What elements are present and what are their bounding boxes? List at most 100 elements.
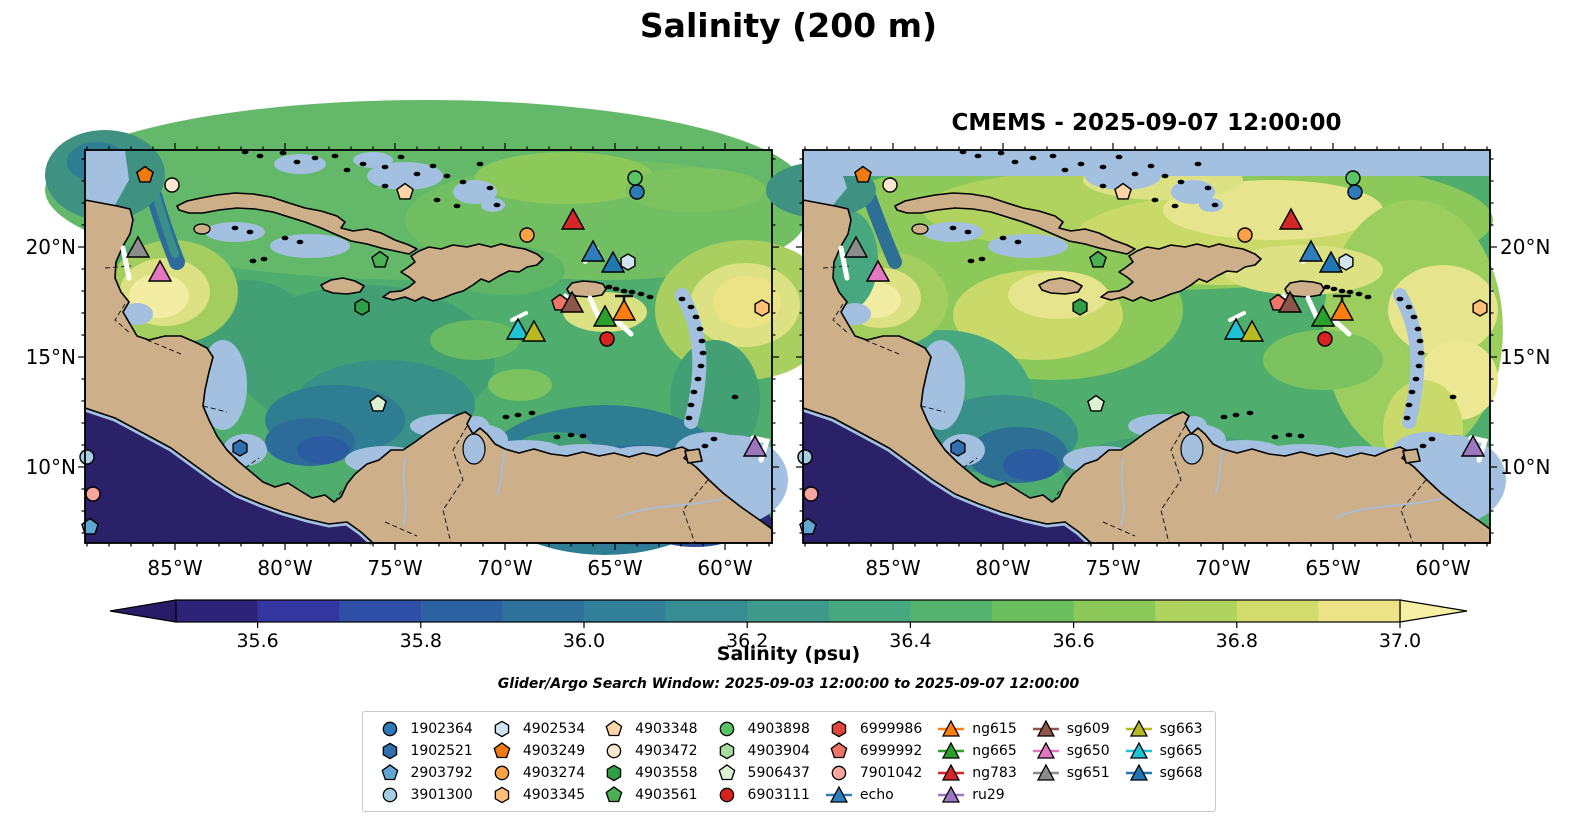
- figure-title: Salinity (200 m): [639, 6, 938, 45]
- marker-1902521-cmems[interactable]: [950, 439, 966, 457]
- legend-label: sg650: [1066, 742, 1110, 759]
- glider-marker-icon: [1032, 719, 1059, 737]
- cuba-island: [894, 192, 1136, 255]
- glider-marker-icon: [1032, 741, 1059, 759]
- marker-sg651-cmems[interactable]: [843, 235, 869, 258]
- legend-label: sg665: [1159, 742, 1203, 759]
- legend-item-4903348: 4903348: [599, 718, 698, 739]
- legend-label: 4903561: [635, 786, 698, 803]
- float-marker-icon: [831, 765, 847, 780]
- marker-3901300-rtofs[interactable]: [79, 449, 95, 465]
- float-marker-icon: [718, 763, 736, 780]
- glider-marker-icon: [1125, 719, 1152, 737]
- marker-sg650-cmems[interactable]: [865, 259, 891, 282]
- marker-sg650-rtofs[interactable]: [147, 259, 173, 282]
- marker-3901300-cmems[interactable]: [797, 449, 813, 465]
- legend-label: 6999986: [859, 720, 923, 737]
- marker-7901042-cmems[interactable]: [803, 486, 819, 502]
- legend-item-4903274: 4903274: [487, 762, 585, 783]
- marker-sg609-rtofs[interactable]: [559, 290, 585, 313]
- glider-marker-icon: [938, 741, 965, 759]
- legend-item-sg663: sg663: [1124, 718, 1203, 739]
- legend-item-ng783: ng783: [936, 762, 1017, 783]
- marker-1902364-rtofs[interactable]: [629, 184, 645, 200]
- trinidad-island: [1402, 448, 1421, 464]
- marker-4902534-cmems[interactable]: [1338, 253, 1354, 271]
- marker-6903111-cmems[interactable]: [1317, 331, 1333, 347]
- map-rtofs[interactable]: [45, 100, 835, 555]
- marker-4903345-rtofs[interactable]: [754, 299, 770, 317]
- marker-2903792-cmems[interactable]: [799, 517, 817, 535]
- map-cmems[interactable]: [766, 143, 1506, 550]
- legend-item-6999992: 6999992: [824, 740, 922, 761]
- marker-1902364-cmems[interactable]: [1347, 184, 1363, 200]
- lon-tick-label: 85°W: [865, 556, 921, 580]
- marker-6903111-rtofs[interactable]: [599, 331, 615, 347]
- legend-label: 4903274: [522, 764, 586, 781]
- marker-4903898-rtofs[interactable]: [627, 170, 643, 186]
- marker-sg668-rtofs[interactable]: [600, 250, 626, 273]
- marker-sg668-cmems[interactable]: [1318, 250, 1344, 273]
- marker-ru29-rtofs[interactable]: [742, 434, 768, 457]
- marker-ng783-rtofs[interactable]: [560, 207, 586, 230]
- lon-tick-label: 75°W: [1085, 556, 1141, 580]
- legend-label: 4902534: [522, 720, 586, 737]
- marker-4902534-rtofs[interactable]: [620, 253, 636, 271]
- marker-ng665-rtofs[interactable]: [592, 304, 618, 327]
- float-marker-icon: [605, 719, 623, 736]
- glider-marker-icon: [1125, 741, 1152, 759]
- legend-item-1902521: 1902521: [374, 740, 473, 761]
- marker-sg665-cmems[interactable]: [1223, 317, 1249, 340]
- legend-item-4903561: 4903561: [599, 784, 698, 805]
- marker-echo-cmems[interactable]: [1298, 239, 1324, 262]
- float-marker-icon: [494, 765, 510, 780]
- legend-item-7901042: 7901042: [824, 762, 922, 783]
- marker-4903898-cmems[interactable]: [1345, 170, 1361, 186]
- marker-4903561-rtofs[interactable]: [371, 250, 389, 268]
- marker-4903558-rtofs[interactable]: [354, 298, 370, 316]
- marker-5906437-cmems[interactable]: [1087, 394, 1105, 412]
- marker-4903249-rtofs[interactable]: [136, 165, 154, 183]
- float-marker-icon: [494, 720, 510, 737]
- marker-7901042-rtofs[interactable]: [85, 486, 101, 502]
- marker-4903274-rtofs[interactable]: [519, 227, 535, 243]
- marker-ng615-cmems[interactable]: [1329, 298, 1355, 321]
- marker-4903472-rtofs[interactable]: [164, 177, 180, 193]
- marker-4903345-cmems[interactable]: [1472, 299, 1488, 317]
- marker-ru29-cmems[interactable]: [1460, 434, 1486, 457]
- marker-sg609-cmems[interactable]: [1277, 290, 1303, 313]
- cuba-island: [176, 192, 418, 255]
- legend-label: 4903558: [635, 764, 698, 781]
- marker-ng783-cmems[interactable]: [1278, 207, 1304, 230]
- marker-2903792-rtofs[interactable]: [81, 517, 99, 535]
- marker-echo-rtofs[interactable]: [580, 239, 606, 262]
- marker-ng665-cmems[interactable]: [1310, 304, 1336, 327]
- jamaica-island: [1038, 277, 1083, 295]
- legend-item-4902534: 4902534: [487, 718, 585, 739]
- marker-4903348-rtofs[interactable]: [396, 182, 414, 200]
- float-marker-icon: [382, 742, 397, 759]
- marker-sg663-cmems[interactable]: [1239, 319, 1265, 342]
- lon-tick-label: 65°W: [1305, 556, 1361, 580]
- colorbar-label: Salinity (psu): [716, 643, 861, 665]
- legend-item-sg651: sg651: [1031, 762, 1110, 783]
- lat-tick-label-left: 15°N: [25, 345, 76, 369]
- marker-5906437-rtofs[interactable]: [369, 394, 387, 412]
- float-marker-icon: [606, 743, 622, 758]
- marker-sg651-rtofs[interactable]: [125, 235, 151, 258]
- colorbar-tick-label: 36.0: [562, 630, 606, 652]
- marker-ng615-rtofs[interactable]: [611, 298, 637, 321]
- marker-4903558-cmems[interactable]: [1072, 298, 1088, 316]
- lon-tick-label: 70°W: [477, 556, 533, 580]
- marker-4903274-cmems[interactable]: [1237, 227, 1253, 243]
- lon-tick-label: 60°W: [697, 556, 753, 580]
- marker-4903561-cmems[interactable]: [1089, 250, 1107, 268]
- marker-4903348-cmems[interactable]: [1114, 182, 1132, 200]
- lon-tick-label: 75°W: [367, 556, 423, 580]
- marker-sg665-rtofs[interactable]: [505, 317, 531, 340]
- marker-4903249-cmems[interactable]: [854, 165, 872, 183]
- marker-4903472-cmems[interactable]: [882, 177, 898, 193]
- marker-sg663-rtofs[interactable]: [521, 319, 547, 342]
- marker-1902521-rtofs[interactable]: [232, 439, 248, 457]
- float-marker-icon: [382, 721, 397, 736]
